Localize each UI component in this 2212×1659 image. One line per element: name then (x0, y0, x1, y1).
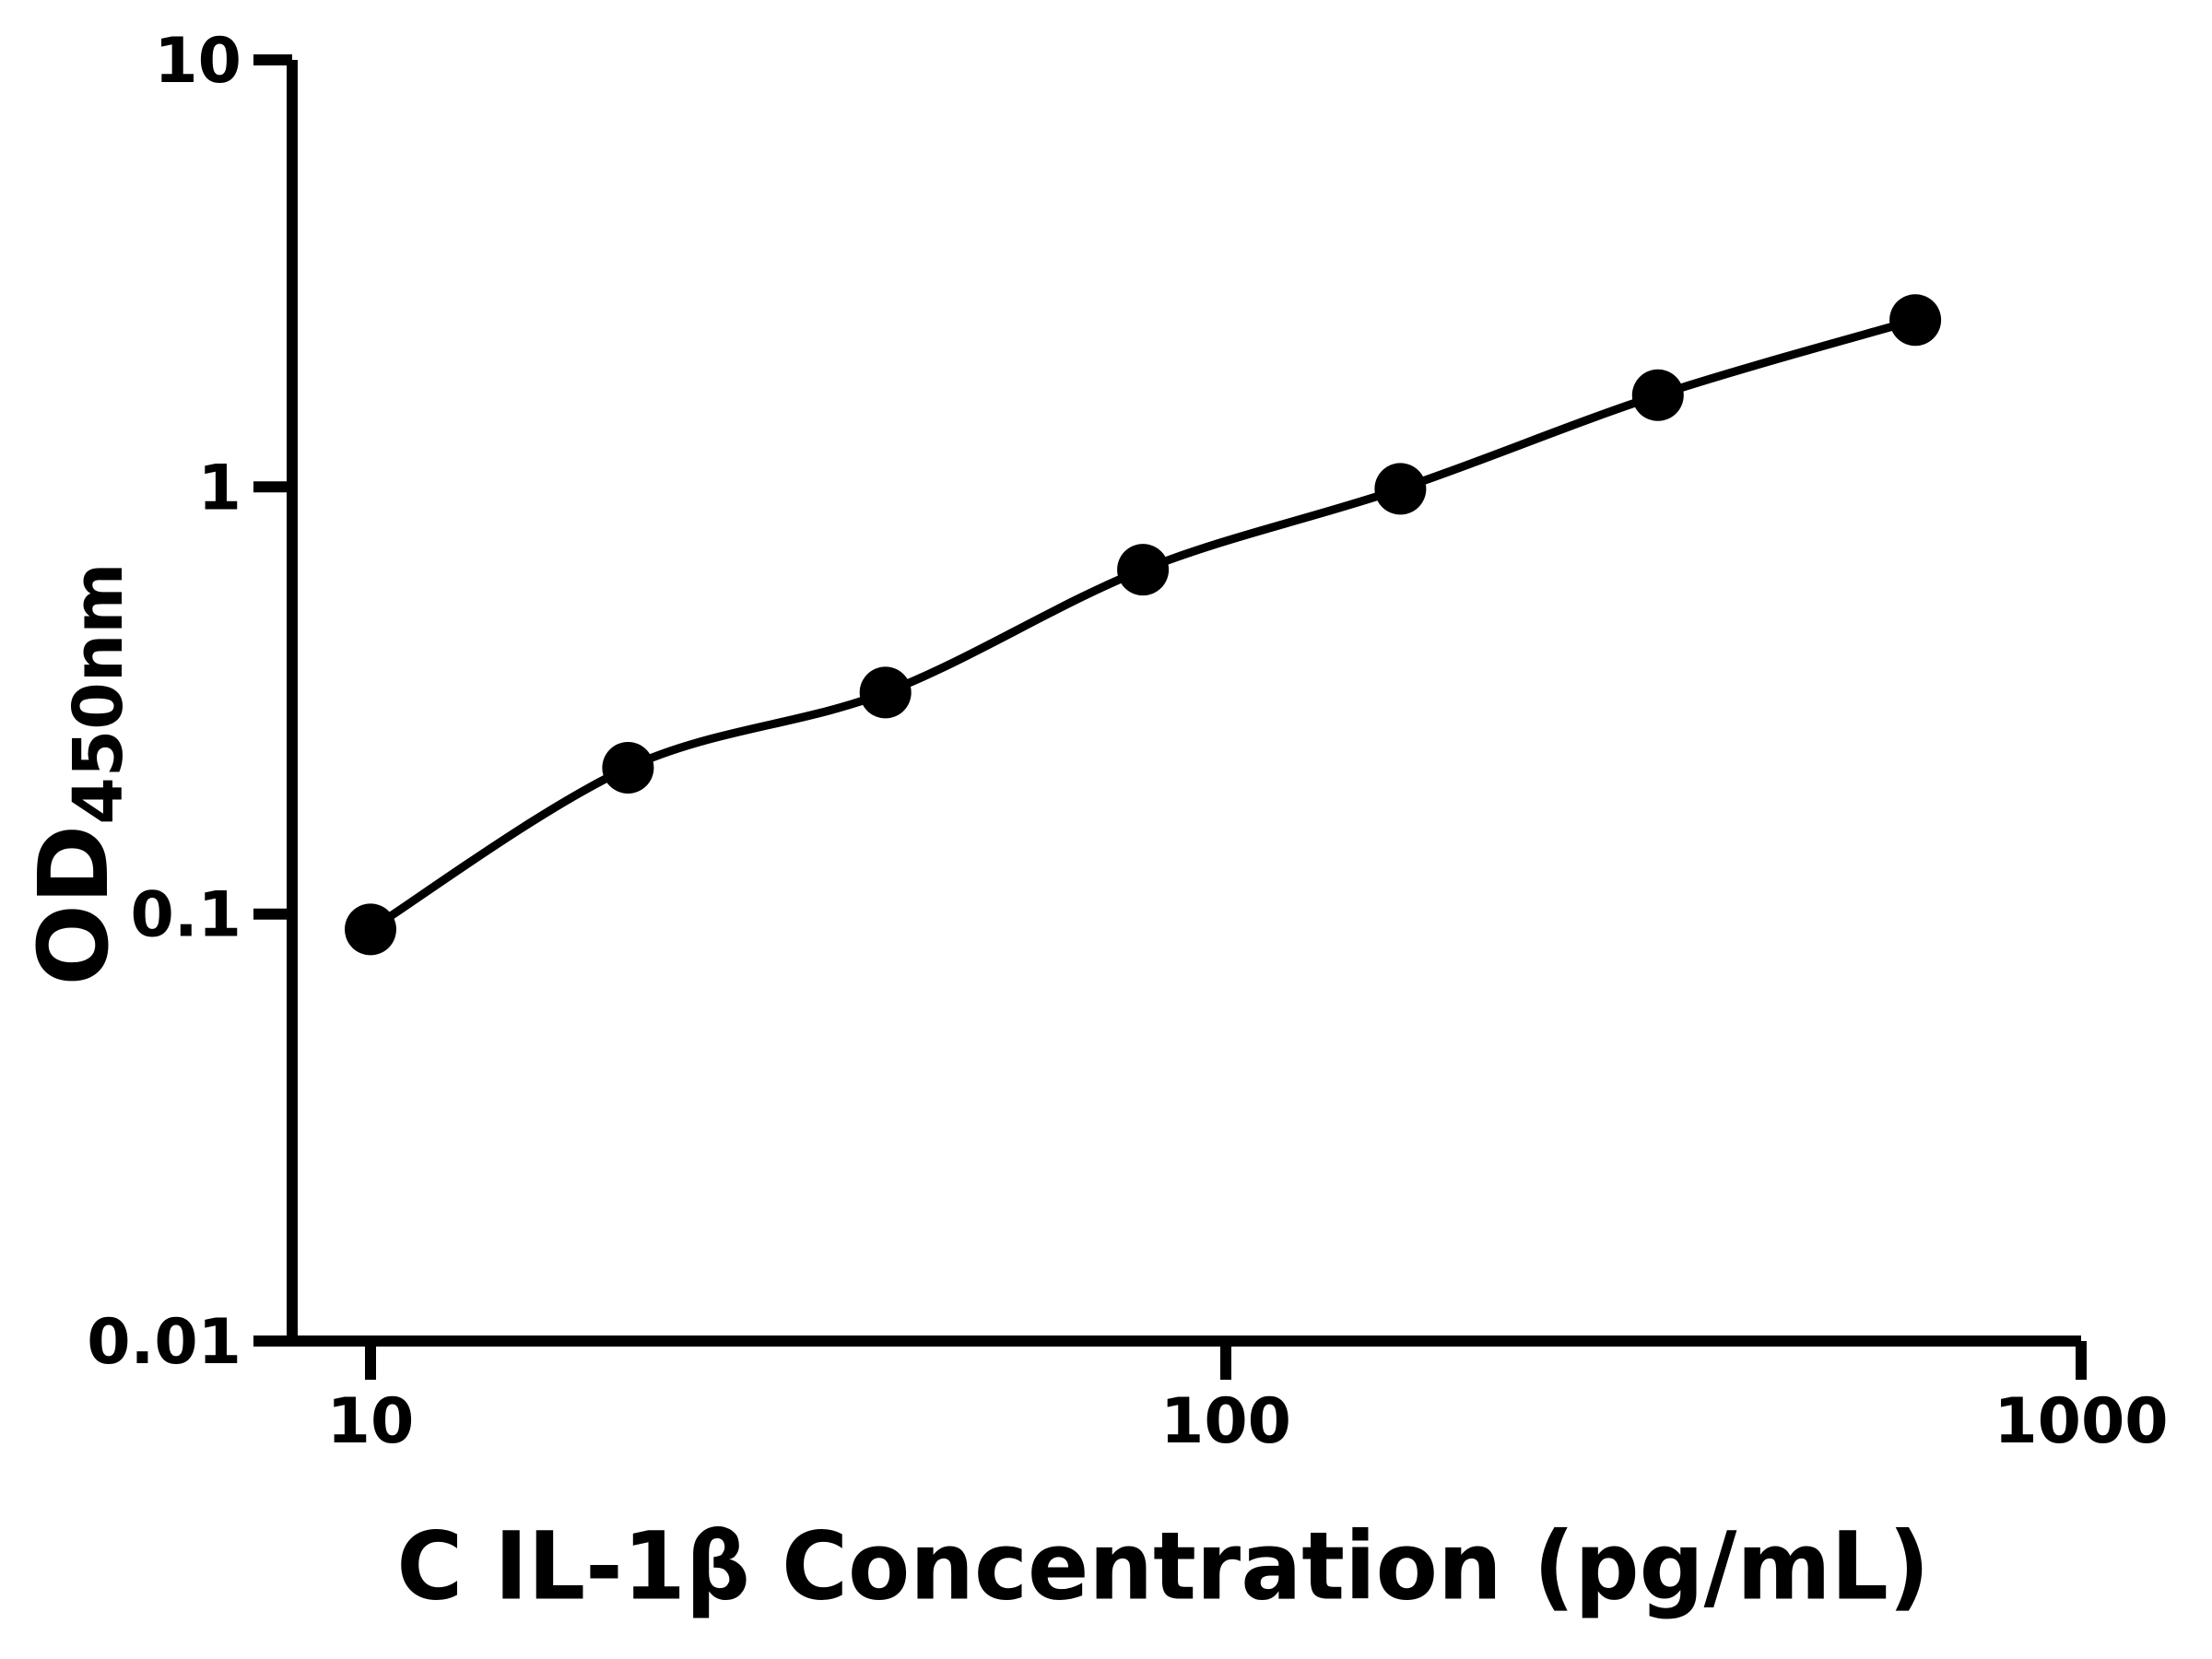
x-tick-label: 10 (327, 1385, 415, 1458)
data-point-320pgml (1631, 369, 1684, 421)
data-point-80pgml (1117, 544, 1170, 596)
standard-curve-line (368, 315, 1917, 934)
y-axis-title-subscript: 450nm (59, 562, 138, 825)
x-tick-label: 100 (1160, 1385, 1291, 1458)
data-point-160pgml (1374, 463, 1427, 515)
y-tick-label: 0.1 (131, 879, 241, 952)
y-axis-title-main: OD (18, 824, 130, 986)
y-tick-label: 0.01 (87, 1306, 241, 1379)
axis-lines (287, 60, 2081, 1347)
y-axis-title: OD450nm (18, 562, 138, 986)
x-tick-label: 1000 (1994, 1385, 2168, 1458)
data-point-640pgml (1889, 294, 1942, 347)
y-tick-label: 10 (154, 25, 241, 98)
x-axis-title: C IL-1β Concentration (pg/mL) (396, 1512, 1930, 1622)
data-point-10pgml (345, 903, 396, 956)
y-tick-label: 1 (198, 452, 241, 524)
data-point-20pgml (602, 742, 654, 794)
data-point-40pgml (859, 666, 912, 719)
